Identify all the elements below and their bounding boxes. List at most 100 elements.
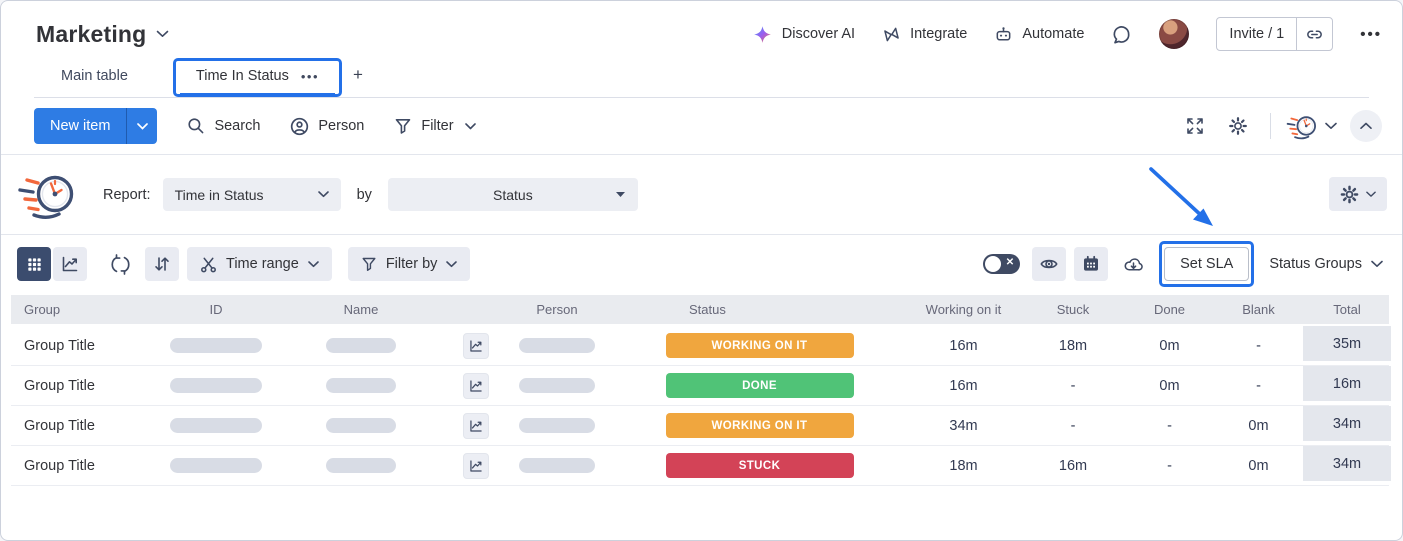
divider [1, 234, 1402, 235]
time-in-status-app-menu[interactable] [1286, 112, 1337, 141]
chat-bubble-icon [1111, 24, 1132, 45]
group-title[interactable]: Group Title [24, 377, 95, 394]
automate-label: Automate [1022, 26, 1085, 42]
cell-blank: - [1256, 377, 1261, 394]
visibility-button[interactable] [1032, 247, 1067, 281]
row-chart-button[interactable] [463, 412, 489, 439]
integrate-button[interactable]: Integrate [882, 25, 967, 44]
name-placeholder [271, 446, 451, 485]
integrate-label: Integrate [910, 26, 968, 42]
status-groups-dropdown[interactable]: Status Groups [1263, 256, 1389, 272]
new-item-button[interactable]: New item [34, 108, 158, 144]
discover-ai-button[interactable]: Discover AI [752, 24, 855, 45]
filter-label: Filter [421, 118, 454, 134]
scissors-icon [200, 256, 217, 273]
person-label: Person [318, 118, 365, 134]
report-type-select[interactable]: Time in Status [162, 178, 341, 211]
col-stuck: Stuck [1056, 302, 1090, 317]
group-by-value: Status [493, 186, 533, 203]
automate-button[interactable]: Automate [994, 25, 1084, 44]
cell-stuck: 18m [1058, 337, 1088, 354]
person-placeholder [501, 326, 613, 365]
toggle-switch[interactable]: ✕ [983, 254, 1021, 274]
refresh-button[interactable] [103, 247, 137, 281]
time-range-button[interactable]: Time range [187, 247, 332, 281]
col-name: Name [343, 302, 379, 317]
row-chart-button[interactable] [463, 332, 489, 359]
more-options-button[interactable]: ••• [1360, 25, 1382, 43]
col-blank: Blank [1242, 302, 1275, 317]
col-working: Working on it [925, 302, 1002, 317]
calendar-button[interactable] [1074, 247, 1109, 281]
cell-done: 0m [1159, 377, 1180, 394]
topbar: Marketing Discover AI [1, 1, 1402, 55]
copy-link-icon[interactable] [1296, 18, 1332, 50]
tab-main-table[interactable]: Main table [61, 68, 128, 84]
fullscreen-button[interactable] [1178, 109, 1212, 143]
board-title[interactable]: Marketing [36, 21, 169, 48]
collapse-header-button[interactable] [1350, 110, 1382, 142]
add-view-button[interactable]: + [353, 65, 363, 84]
avatar[interactable] [1159, 19, 1190, 49]
report-settings-button[interactable] [1329, 177, 1387, 211]
sort-button[interactable] [145, 247, 179, 281]
set-sla-button[interactable]: Set SLA [1164, 247, 1250, 281]
invite-button[interactable]: Invite / 1 [1216, 17, 1334, 51]
group-title[interactable]: Group Title [24, 457, 95, 474]
cell-working: 16m [949, 377, 978, 394]
filter-button[interactable]: Filter [394, 117, 476, 135]
group-by-select[interactable]: Status [387, 178, 638, 211]
new-item-dropdown[interactable] [126, 108, 157, 144]
person-placeholder [501, 406, 613, 445]
cell-total: 16m [1303, 366, 1391, 405]
cell-blank: 0m [1248, 417, 1269, 434]
board-tabs: Main table Time In Status ••• + [1, 55, 1402, 97]
person-filter-button[interactable]: Person [290, 117, 364, 136]
settings-gear-button[interactable] [1221, 109, 1255, 143]
row-chart-button[interactable] [463, 372, 489, 399]
set-sla-wrap: Set SLA [1159, 241, 1255, 287]
integrate-icon [882, 25, 901, 44]
status-badge[interactable]: WORKING ON IT [665, 333, 854, 358]
cell-stuck: - [1070, 417, 1076, 434]
cell-working: 16m [949, 337, 978, 354]
robot-icon [994, 25, 1013, 44]
id-placeholder [161, 366, 271, 405]
chevron-down-icon [156, 30, 169, 38]
filter-by-label: Filter by [385, 256, 438, 272]
chat-button[interactable] [1111, 24, 1132, 45]
chart-view-button[interactable] [53, 247, 87, 281]
col-id: ID [209, 302, 223, 317]
table-row: Group Title STUCK 18m 16m - 0m 34m [11, 446, 1391, 486]
filter-by-button[interactable]: Filter by [347, 247, 471, 281]
col-group: Group [24, 302, 61, 317]
group-title[interactable]: Group Title [24, 337, 95, 354]
new-item-label[interactable]: New item [50, 118, 111, 134]
name-placeholder [271, 326, 451, 365]
group-title[interactable]: Group Title [24, 417, 95, 434]
table-view-button[interactable] [17, 247, 51, 281]
report-label: Report: [103, 186, 151, 203]
cell-blank: - [1256, 337, 1261, 354]
status-badge[interactable]: WORKING ON IT [665, 413, 854, 438]
status-badge[interactable]: STUCK [665, 453, 854, 478]
toggle-knob [985, 256, 1002, 272]
board-title-text: Marketing [36, 20, 147, 47]
name-placeholder [271, 366, 451, 405]
table-header: Group ID Name Person Status Working on i… [11, 295, 1389, 324]
id-placeholder [161, 406, 271, 445]
status-badge[interactable]: DONE [665, 373, 854, 398]
tab-time-in-status[interactable]: Time In Status ••• [172, 58, 343, 97]
invite-label[interactable]: Invite / 1 [1229, 26, 1285, 42]
active-tab-underline [179, 93, 336, 95]
export-cloud-button[interactable] [1116, 247, 1150, 281]
row-chart-button[interactable] [463, 452, 489, 479]
cell-working: 18m [949, 457, 978, 474]
tab-label: Time In Status [195, 68, 289, 84]
search-button[interactable]: Search [187, 117, 260, 135]
view-controls-right: ✕ [983, 241, 1389, 287]
search-label: Search [214, 118, 261, 134]
tab-menu-icon[interactable]: ••• [300, 68, 320, 84]
name-placeholder [271, 406, 451, 445]
